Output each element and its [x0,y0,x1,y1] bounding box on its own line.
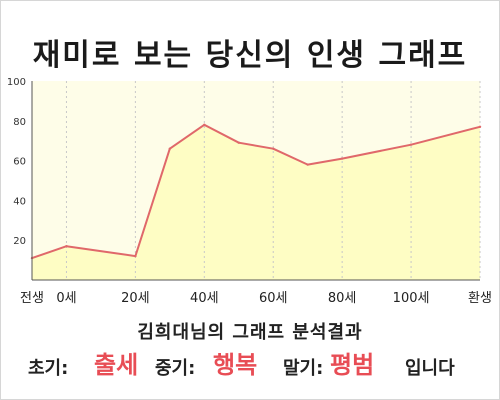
x-tick-label: 100세 [393,291,430,306]
x-tick-label: 40세 [190,291,219,306]
y-tick-label: 40 [13,196,26,207]
y-tick-label: 100 [7,77,26,88]
x-tick-label: 환생 [468,291,492,306]
data-point [306,163,309,166]
y-tick-label: 80 [13,117,26,128]
middle-label: 중기: [155,358,196,379]
result-heading: 김희대님의 그래프 분석결과 [137,322,363,343]
chart-title: 재미로 보는 당신의 인생 그래프 [32,38,468,73]
early-label: 초기: [28,358,69,379]
y-tick-label: 60 [13,157,26,168]
x-tick-label: 0세 [56,291,76,306]
ending-text: 입니다 [405,358,455,379]
late-label: 말기: [283,358,324,379]
early-value: 출세 [94,351,139,379]
y-tick-label: 20 [13,236,26,247]
data-point [237,141,240,144]
late-value: 평범 [330,351,375,379]
data-point [272,147,275,150]
data-point [65,244,68,248]
data-point [409,143,413,146]
middle-value: 행복 [213,351,258,379]
x-tick-label: 80세 [328,291,357,306]
x-tick-label: 60세 [259,291,288,306]
x-tick-label: 전생 [20,291,44,306]
result-summary: 초기: 출세 중기: 행복 말기: 평범 입니다 [0,346,500,380]
area-fill [32,124,480,280]
data-point [203,123,206,126]
x-tick-label: 20세 [121,291,150,306]
data-point [168,147,172,150]
data-point [340,157,344,160]
data-point [478,125,482,128]
data-point [134,254,137,258]
